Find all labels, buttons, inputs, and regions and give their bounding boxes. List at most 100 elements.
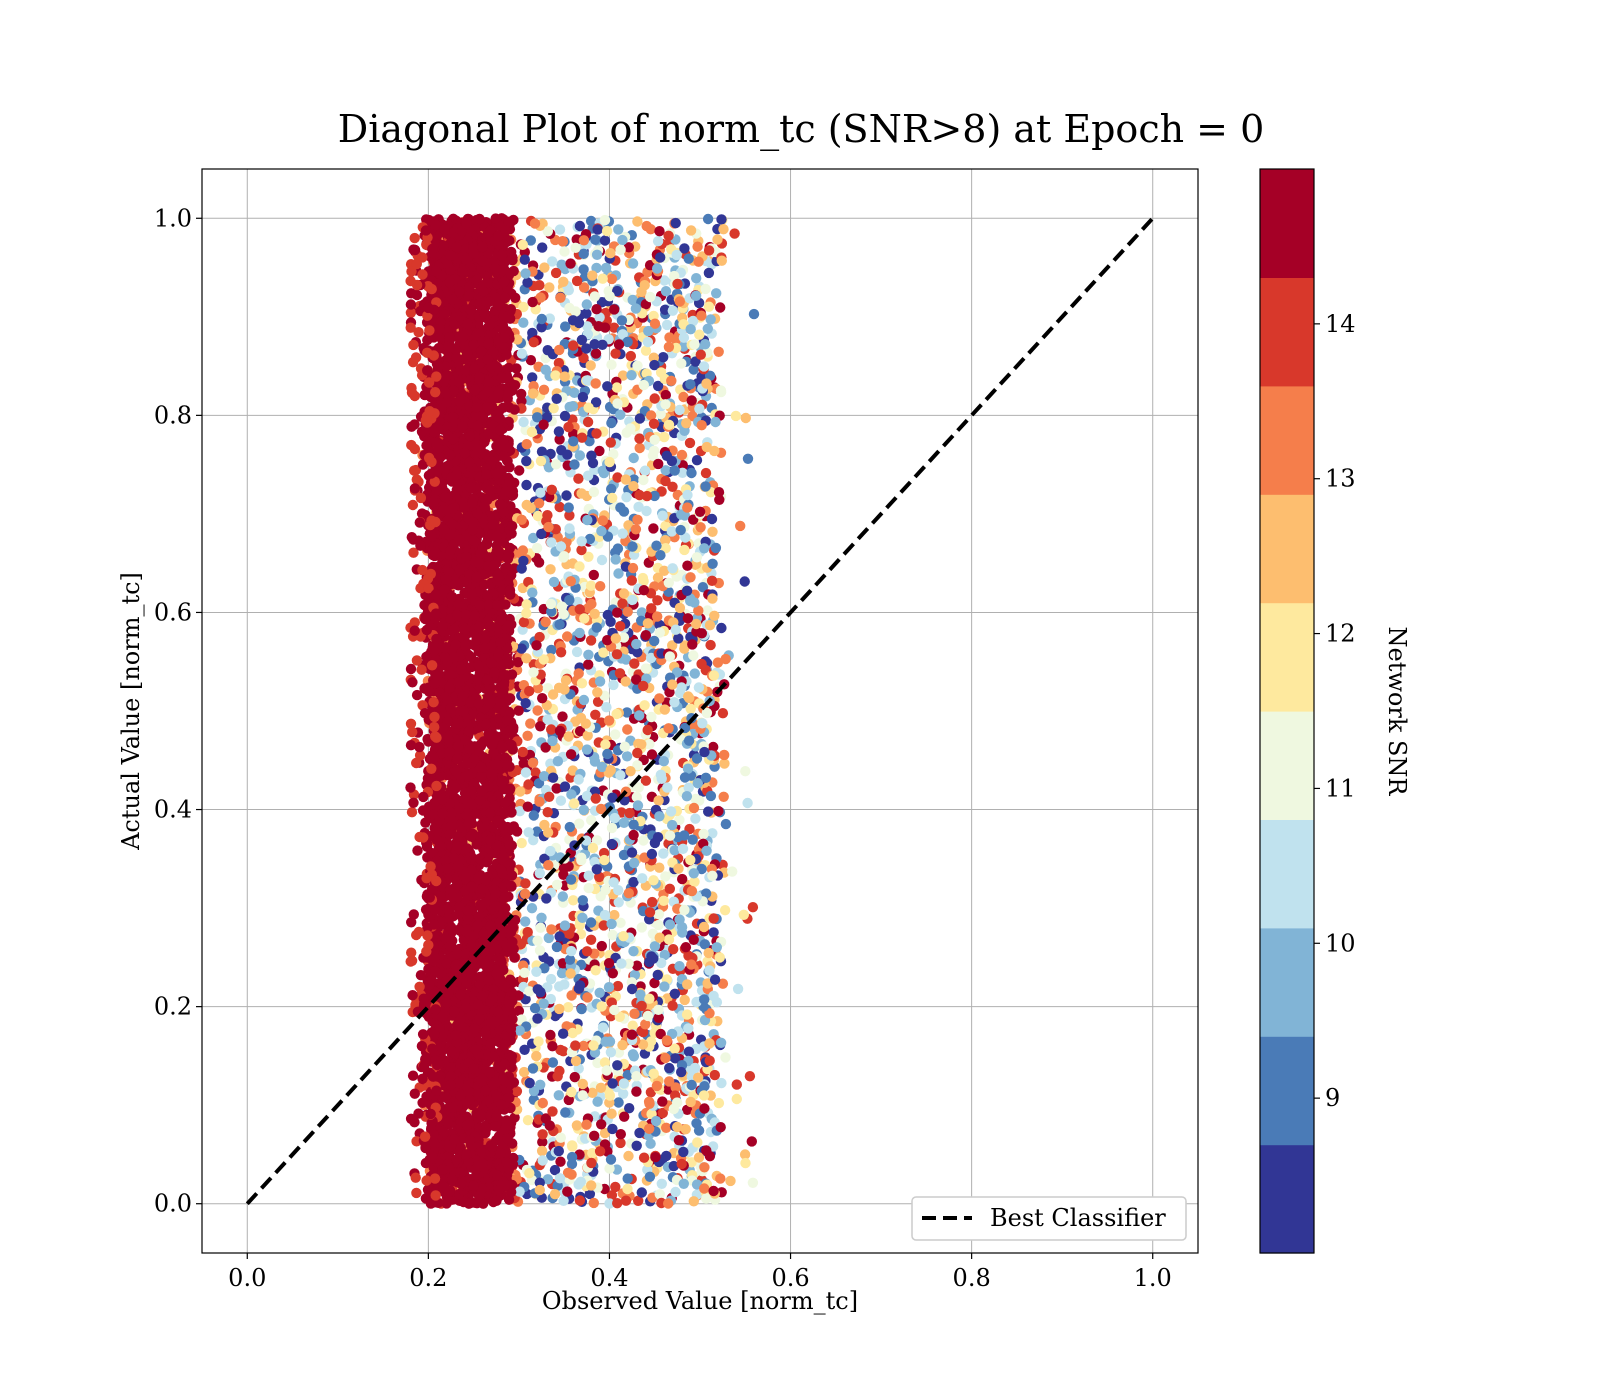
- scatter-point: [652, 832, 664, 843]
- scatter-point: [730, 410, 742, 422]
- scatter-point: [582, 321, 593, 332]
- scatter-point: [614, 668, 626, 679]
- scatter-point: [596, 554, 608, 566]
- scatter-point: [617, 234, 628, 246]
- scatter-point: [640, 663, 652, 674]
- scatter-point: [590, 709, 601, 720]
- scatter-point: [573, 317, 585, 329]
- scatter-point: [648, 875, 659, 886]
- scatter-point: [532, 705, 543, 716]
- scatter-point: [591, 262, 602, 274]
- scatter-point: [547, 689, 559, 700]
- scatter-point: [609, 812, 620, 824]
- scatter-point: [676, 509, 687, 520]
- scatter-point: [636, 286, 647, 297]
- scatter-point: [520, 268, 531, 279]
- scatter-point: [694, 403, 705, 414]
- scatter-point: [691, 618, 702, 630]
- scatter-point: [604, 456, 615, 468]
- scatter-point: [657, 1107, 668, 1119]
- scatter-point: [597, 465, 608, 476]
- scatter-point: [613, 568, 624, 579]
- scatter-point: [633, 501, 644, 513]
- scatter-point: [695, 522, 706, 533]
- scatter-point: [703, 947, 714, 959]
- scatter-point: [688, 802, 700, 814]
- scatter-point: [654, 811, 665, 822]
- scatter-point: [611, 708, 622, 720]
- scatter-point: [651, 1080, 663, 1092]
- scatter-point: [612, 398, 623, 409]
- scatter-point: [536, 912, 547, 923]
- scatter-point: [692, 241, 703, 252]
- scatter-point: [612, 543, 624, 554]
- scatter-point: [594, 312, 605, 323]
- scatter-point: [653, 1012, 664, 1023]
- scatter-point: [669, 988, 681, 999]
- scatter-point: [624, 807, 635, 819]
- scatter-point: [674, 296, 685, 307]
- scatter-point: [580, 718, 591, 729]
- scatter-point: [667, 819, 678, 831]
- scatter-point: [534, 280, 545, 291]
- scatter-point: [699, 746, 710, 758]
- scatter-point: [669, 270, 680, 282]
- scatter-point: [526, 426, 538, 438]
- scatter-point: [638, 379, 649, 391]
- scatter-point: [528, 532, 539, 544]
- scatter-point: [610, 348, 621, 359]
- scatter-point: [716, 214, 727, 225]
- scatter-point: [632, 747, 643, 759]
- scatter-point: [602, 748, 613, 760]
- scatter-point: [627, 258, 639, 269]
- scatter-point: [555, 1132, 566, 1143]
- scatter-point: [698, 1090, 710, 1101]
- scatter-point: [689, 597, 700, 608]
- scatter-point: [605, 437, 616, 448]
- scatter-point: [609, 909, 620, 921]
- scatter-point: [634, 433, 645, 444]
- scatter-point: [705, 639, 716, 651]
- scatter-point: [541, 893, 552, 904]
- scatter-point: [713, 1097, 725, 1109]
- scatter-point: [642, 618, 654, 629]
- scatter-point: [654, 932, 665, 943]
- scatter-point: [625, 350, 636, 362]
- scatter-point: [628, 481, 639, 492]
- scatter-point: [600, 884, 611, 896]
- scatter-point: [547, 1057, 559, 1068]
- scatter-point: [550, 459, 562, 470]
- scatter-point: [562, 449, 573, 460]
- scatter-point: [520, 916, 531, 927]
- scatter-point: [546, 606, 557, 617]
- scatter-point: [531, 640, 542, 651]
- scatter-point: [708, 913, 719, 924]
- scatter-point: [631, 960, 643, 971]
- scatter-point: [713, 346, 724, 357]
- scatter-point: [568, 895, 579, 906]
- scatter-point: [636, 739, 647, 750]
- scatter-point: [644, 956, 655, 968]
- scatter-point: [684, 437, 696, 449]
- scatter-point: [615, 1129, 626, 1140]
- scatter-point: [691, 1118, 702, 1129]
- scatter-point: [535, 487, 546, 498]
- scatter-point: [525, 355, 537, 366]
- scatter-point: [537, 1155, 548, 1166]
- scatter-point: [619, 1111, 630, 1122]
- scatter-point: [617, 598, 628, 609]
- scatter-point: [681, 1009, 693, 1020]
- scatter-point: [688, 514, 699, 525]
- scatter-point: [667, 305, 678, 316]
- scatter-point: [525, 718, 536, 729]
- scatter-point: [669, 845, 680, 856]
- scatter-point: [610, 633, 621, 644]
- scatter-point: [626, 983, 638, 995]
- scatter-point: [528, 810, 539, 821]
- scatter-point: [559, 410, 571, 422]
- scatter-point: [641, 490, 653, 502]
- scatter-point: [545, 845, 556, 857]
- scatter-point: [589, 291, 600, 302]
- scatter-point: [578, 248, 589, 259]
